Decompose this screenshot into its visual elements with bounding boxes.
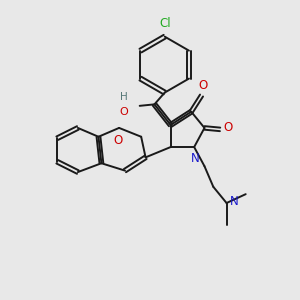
- Text: O: O: [113, 134, 122, 147]
- Text: N: N: [191, 152, 200, 165]
- Text: H: H: [120, 92, 128, 102]
- Text: Cl: Cl: [159, 17, 170, 30]
- Text: O: O: [119, 107, 128, 117]
- Text: N: N: [230, 195, 238, 208]
- Text: O: O: [198, 79, 208, 92]
- Text: O: O: [223, 122, 232, 134]
